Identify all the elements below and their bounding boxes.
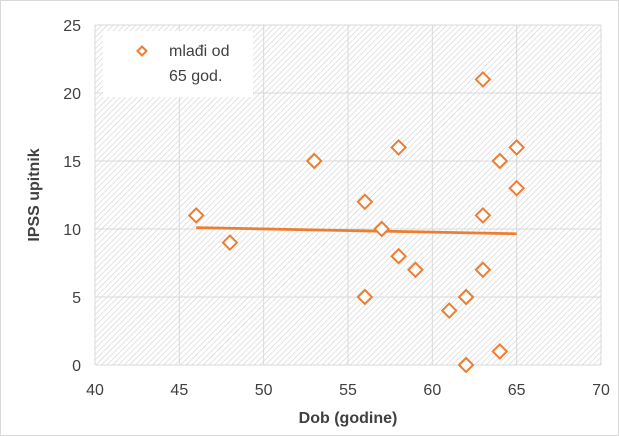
y-tick-label: 0 [72,358,81,375]
data-point [407,261,424,279]
y-tick-label: 10 [63,222,81,239]
x-tick-label: 65 [508,382,526,399]
data-point [356,288,374,306]
trendline [196,226,517,236]
data-point [390,247,408,265]
y-tick-label: 25 [63,18,81,35]
y-tick-label: 20 [63,86,81,103]
data-point [373,220,391,238]
x-tick-label: 50 [255,382,273,399]
data-point [187,206,205,224]
y-axis-title: IPSS upitnik [26,148,43,241]
data-point [390,138,408,156]
data-point [221,234,239,252]
data-point [508,179,526,197]
x-tick-label: 70 [592,382,610,399]
x-tick-label: 45 [170,382,188,399]
data-point [305,152,323,170]
x-tick-label: 60 [423,382,441,399]
data-point [474,261,492,279]
y-tick-label: 15 [63,154,81,171]
legend-label-line1: mlađi od [169,43,229,60]
data-point [356,193,374,211]
x-tick-label: 55 [339,382,357,399]
data-point [457,288,475,306]
data-point [440,302,458,320]
legend-box [103,31,253,97]
trendline-group [196,226,517,236]
y-tick-label: 5 [72,290,81,307]
legend-label-line2: 65 god. [169,68,222,85]
x-tick-labels: 40 45 50 55 60 65 70 [86,382,610,399]
x-tick-label: 40 [86,382,104,399]
data-point [508,138,526,156]
legend: mlađi od 65 god. [103,31,253,97]
x-axis-title: Dob (godine) [299,410,398,427]
data-point [457,356,475,374]
data-points [187,70,526,374]
data-point [491,342,509,360]
data-point [474,70,492,88]
data-point [491,152,509,170]
legend-marker-diamond [136,45,148,57]
y-tick-labels: 0 5 10 15 20 25 [63,18,81,375]
data-point [474,206,492,224]
